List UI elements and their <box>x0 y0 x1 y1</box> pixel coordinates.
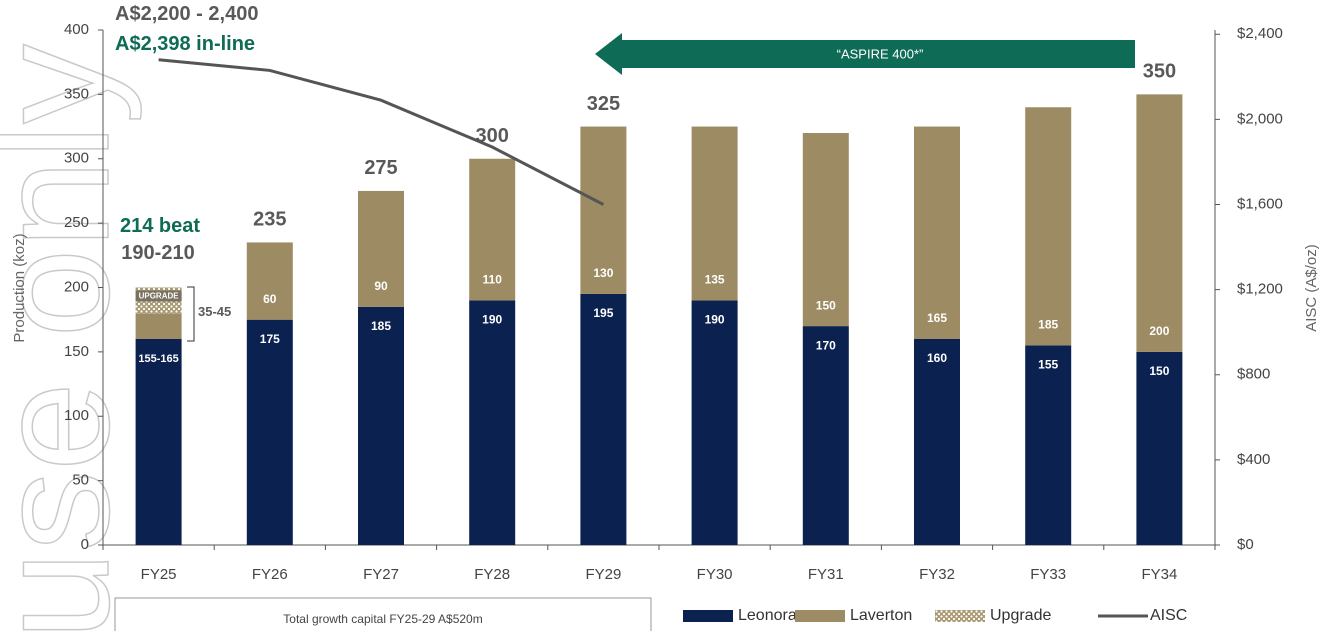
data-label: 200 <box>1149 324 1169 338</box>
y2-tick-label: $400 <box>1237 451 1270 468</box>
capital-box <box>114 597 652 631</box>
aisc-guidance: A$2,200 - 2,400 <box>115 3 258 25</box>
data-label: 165 <box>927 311 947 325</box>
y-tick-label: 100 <box>64 407 89 424</box>
y-axis-label: Production (koz) <box>11 233 28 342</box>
x-tick-label: FY30 <box>697 566 733 583</box>
legend-label: Laverton <box>850 607 912 624</box>
data-label: 190 <box>705 313 725 327</box>
x-tick-label: FY33 <box>1030 566 1066 583</box>
bar-segment <box>802 326 849 545</box>
total-label: 300 <box>476 125 509 147</box>
x-tick-label: FY29 <box>585 566 621 583</box>
aspire-arrow <box>595 33 1135 75</box>
bar-segment <box>135 313 182 339</box>
y2-tick-label: $800 <box>1237 366 1270 383</box>
data-label: 185 <box>1038 318 1058 332</box>
bar-segment <box>1136 351 1183 545</box>
bar-segment <box>914 339 960 545</box>
aisc-result: A$2,398 in-line <box>115 33 255 55</box>
bracket <box>187 286 195 342</box>
aisc-line <box>158 58 605 206</box>
y2-tick-label: $1,200 <box>1237 281 1283 298</box>
data-label: 90 <box>374 279 388 293</box>
legend-label: Leonora <box>738 607 797 624</box>
data-label: 155 <box>1038 358 1058 372</box>
data-label: 185 <box>371 319 391 333</box>
bar-segment <box>246 242 293 320</box>
data-label: 150 <box>1149 364 1169 378</box>
y-tick-label: 300 <box>64 150 89 167</box>
data-label: 60 <box>263 292 277 306</box>
x-tick-label: FY31 <box>808 566 844 583</box>
total-label: 235 <box>253 209 286 231</box>
data-label: 190 <box>482 313 502 327</box>
bar-segment <box>1025 107 1072 346</box>
bar-segment <box>580 126 627 294</box>
aspire-label: “ASPIRE 400*” <box>837 46 924 61</box>
data-label: 170 <box>816 338 836 352</box>
bar-segment <box>1136 94 1183 352</box>
upgrade-range: 35-45 <box>198 304 231 319</box>
x-tick-label: FY32 <box>919 566 955 583</box>
watermark: use only <box>0 44 142 631</box>
bar-segment <box>691 300 738 545</box>
x-tick-label: FY27 <box>363 566 399 583</box>
x-tick-label: FY25 <box>141 566 177 583</box>
y-tick-label: 200 <box>64 278 89 295</box>
fy25-guidance: 190-210 <box>121 242 194 264</box>
data-label: 110 <box>483 273 503 287</box>
y2-axis-label: AISC (A$/oz) <box>1303 244 1320 332</box>
y-tick-label: 250 <box>64 214 89 231</box>
total-label: 325 <box>587 93 620 115</box>
x-tick-label: FY26 <box>252 566 288 583</box>
bar-segment <box>914 126 960 339</box>
y-tick-label: 150 <box>64 343 89 360</box>
data-label: 150 <box>816 298 836 312</box>
y2-tick-label: $2,000 <box>1237 110 1283 127</box>
bar-segment <box>358 190 404 307</box>
y-tick-label: 350 <box>64 85 89 102</box>
data-label: 175 <box>260 332 280 346</box>
legend-label: Upgrade <box>990 607 1051 624</box>
bar-segment <box>580 293 627 545</box>
upgrade-strip <box>135 290 182 302</box>
bar-segment <box>802 133 849 327</box>
upgrade-label: UPGRADE <box>139 292 180 301</box>
legend-swatch <box>795 610 845 622</box>
data-label: 130 <box>593 266 613 280</box>
legend-swatch <box>935 610 985 622</box>
y2-tick-label: $1,600 <box>1237 195 1283 212</box>
bar-segment <box>135 339 182 545</box>
y-tick-label: 50 <box>72 472 89 489</box>
bar-segment <box>469 300 516 545</box>
total-label: 275 <box>364 157 397 179</box>
x-tick-label: FY28 <box>474 566 510 583</box>
data-label: 155-165 <box>138 353 178 365</box>
data-label: 160 <box>927 351 947 365</box>
bar-segment <box>469 158 516 301</box>
y-tick-label: 400 <box>64 21 89 38</box>
bar-segment <box>246 319 293 545</box>
total-label: 350 <box>1143 61 1176 83</box>
y2-tick-label: $0 <box>1237 536 1254 553</box>
x-tick-label: FY34 <box>1141 566 1177 583</box>
data-label: 195 <box>593 306 613 320</box>
y2-tick-label: $2,400 <box>1237 25 1283 42</box>
y-tick-label: 0 <box>81 536 89 553</box>
fy25-result: 214 beat <box>120 215 200 237</box>
bar-segment <box>691 126 738 301</box>
legend-label: AISC <box>1150 607 1187 624</box>
bar-segment <box>1025 345 1072 545</box>
bar-segment <box>358 306 404 545</box>
capital-note: Total growth capital FY25-29 A$520m <box>283 612 482 626</box>
data-label: 135 <box>705 273 725 287</box>
legend-swatch <box>683 610 733 622</box>
